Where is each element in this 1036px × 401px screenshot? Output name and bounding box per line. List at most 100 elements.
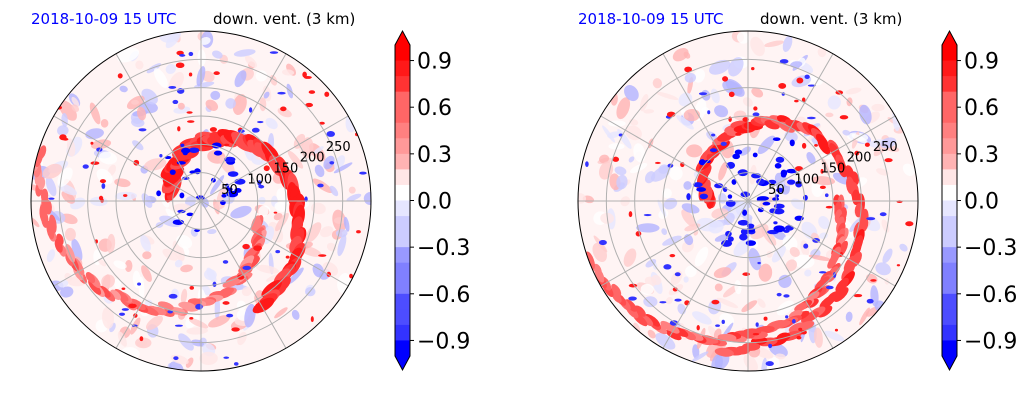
field-speck	[824, 193, 829, 198]
colorbar-extend-low	[942, 356, 957, 370]
field-cell-negative	[696, 187, 707, 192]
field-cell	[141, 88, 158, 105]
field-speck	[277, 91, 286, 95]
grid-spoke	[662, 53, 749, 202]
field-speck	[138, 128, 147, 132]
field-speck	[669, 253, 676, 258]
field-cell-negative	[772, 137, 781, 141]
field-speck	[179, 54, 186, 57]
field-cell	[692, 311, 712, 325]
field-cell-negative	[774, 163, 782, 169]
field-cell	[880, 137, 897, 149]
colorbar-tick-label: 0.9	[964, 50, 999, 75]
field-cell	[305, 222, 322, 243]
field-speck	[356, 230, 361, 234]
field-speck	[896, 264, 901, 267]
field-speck	[317, 183, 324, 188]
field-band	[222, 278, 241, 288]
field-cell	[757, 135, 776, 155]
field-speck	[796, 77, 804, 84]
field-cell	[64, 227, 76, 241]
field-band	[85, 272, 96, 284]
field-speck	[285, 255, 290, 259]
field-speck	[820, 168, 824, 174]
field-cell	[651, 274, 662, 286]
field-speck	[90, 161, 100, 165]
field-band	[593, 263, 602, 276]
colorbar-level	[395, 138, 410, 155]
field-cell	[275, 212, 289, 232]
field-cell	[681, 203, 700, 214]
ring-labels: 50 100 150 200 250	[768, 140, 898, 198]
field-speck	[257, 180, 262, 186]
field-band	[817, 138, 831, 155]
chart-title: down. vent. (3 km)	[760, 10, 902, 28]
field-cell	[607, 131, 621, 139]
field-speck	[189, 286, 194, 290]
field-cell-negative	[227, 171, 239, 177]
field-cell-negative	[773, 225, 786, 233]
field-cell	[135, 60, 144, 70]
colorbar-level	[942, 107, 957, 124]
field-speck	[237, 274, 245, 280]
field-band	[611, 290, 622, 303]
field-cell	[281, 69, 295, 76]
field-cell	[684, 72, 697, 83]
field-cell	[625, 125, 642, 141]
field-speck	[866, 298, 874, 304]
colorbar-level	[942, 169, 957, 186]
field-cell	[751, 87, 764, 98]
field-cell	[141, 265, 152, 282]
field-cell-negative	[182, 151, 188, 156]
field-cell-negative	[772, 197, 780, 201]
field-band	[794, 302, 809, 312]
date-label: 2018-10-09 15 UTC	[31, 10, 177, 28]
field-cell	[214, 296, 221, 320]
field-cell	[647, 329, 656, 339]
field-speck	[870, 279, 877, 282]
ring-label-200: 200	[300, 151, 325, 166]
field-speck	[273, 211, 278, 214]
field-cell	[177, 102, 185, 110]
field-speck	[90, 141, 94, 145]
field-cell-negative	[746, 223, 755, 229]
field-cell	[676, 115, 694, 130]
field-speck	[818, 271, 827, 274]
field-cell	[902, 163, 915, 176]
colorbar-level	[395, 340, 410, 357]
colorbar-level	[395, 262, 410, 279]
grid-spoke	[662, 200, 749, 349]
field-speck	[834, 328, 839, 332]
field-band	[129, 298, 146, 311]
field-cell	[113, 260, 127, 270]
field-band	[634, 305, 646, 317]
field-cell	[287, 150, 304, 169]
field-speck	[188, 72, 193, 77]
field-cell	[871, 103, 885, 112]
field-speck	[324, 91, 330, 97]
ring-label-100: 100	[794, 172, 819, 187]
field-band	[56, 233, 64, 246]
chart-panel-left: 2018-10-09 15 UTC down. vent. (3 km) 50 …	[30, 10, 470, 372]
colorbar-tick-label: −0.6	[964, 283, 1017, 308]
field-speck	[711, 299, 720, 305]
field-speck	[674, 272, 681, 277]
colorbar-level	[942, 60, 957, 77]
field-speck	[168, 85, 177, 89]
field-cell	[60, 213, 78, 225]
field-speck	[305, 102, 314, 108]
field-cell	[57, 167, 73, 187]
field-speck	[302, 71, 307, 78]
colorbar-extend-high	[942, 31, 957, 45]
field-speck	[879, 212, 887, 217]
field-speck	[329, 161, 335, 165]
field-cell	[153, 68, 168, 88]
field-speck	[612, 156, 620, 162]
field-cell	[199, 37, 211, 45]
field-cell	[784, 131, 798, 142]
field-cell	[616, 97, 631, 120]
colorbar-level	[395, 184, 410, 201]
field-cell	[255, 264, 280, 274]
field-band	[251, 233, 263, 248]
field-speck	[99, 179, 107, 184]
